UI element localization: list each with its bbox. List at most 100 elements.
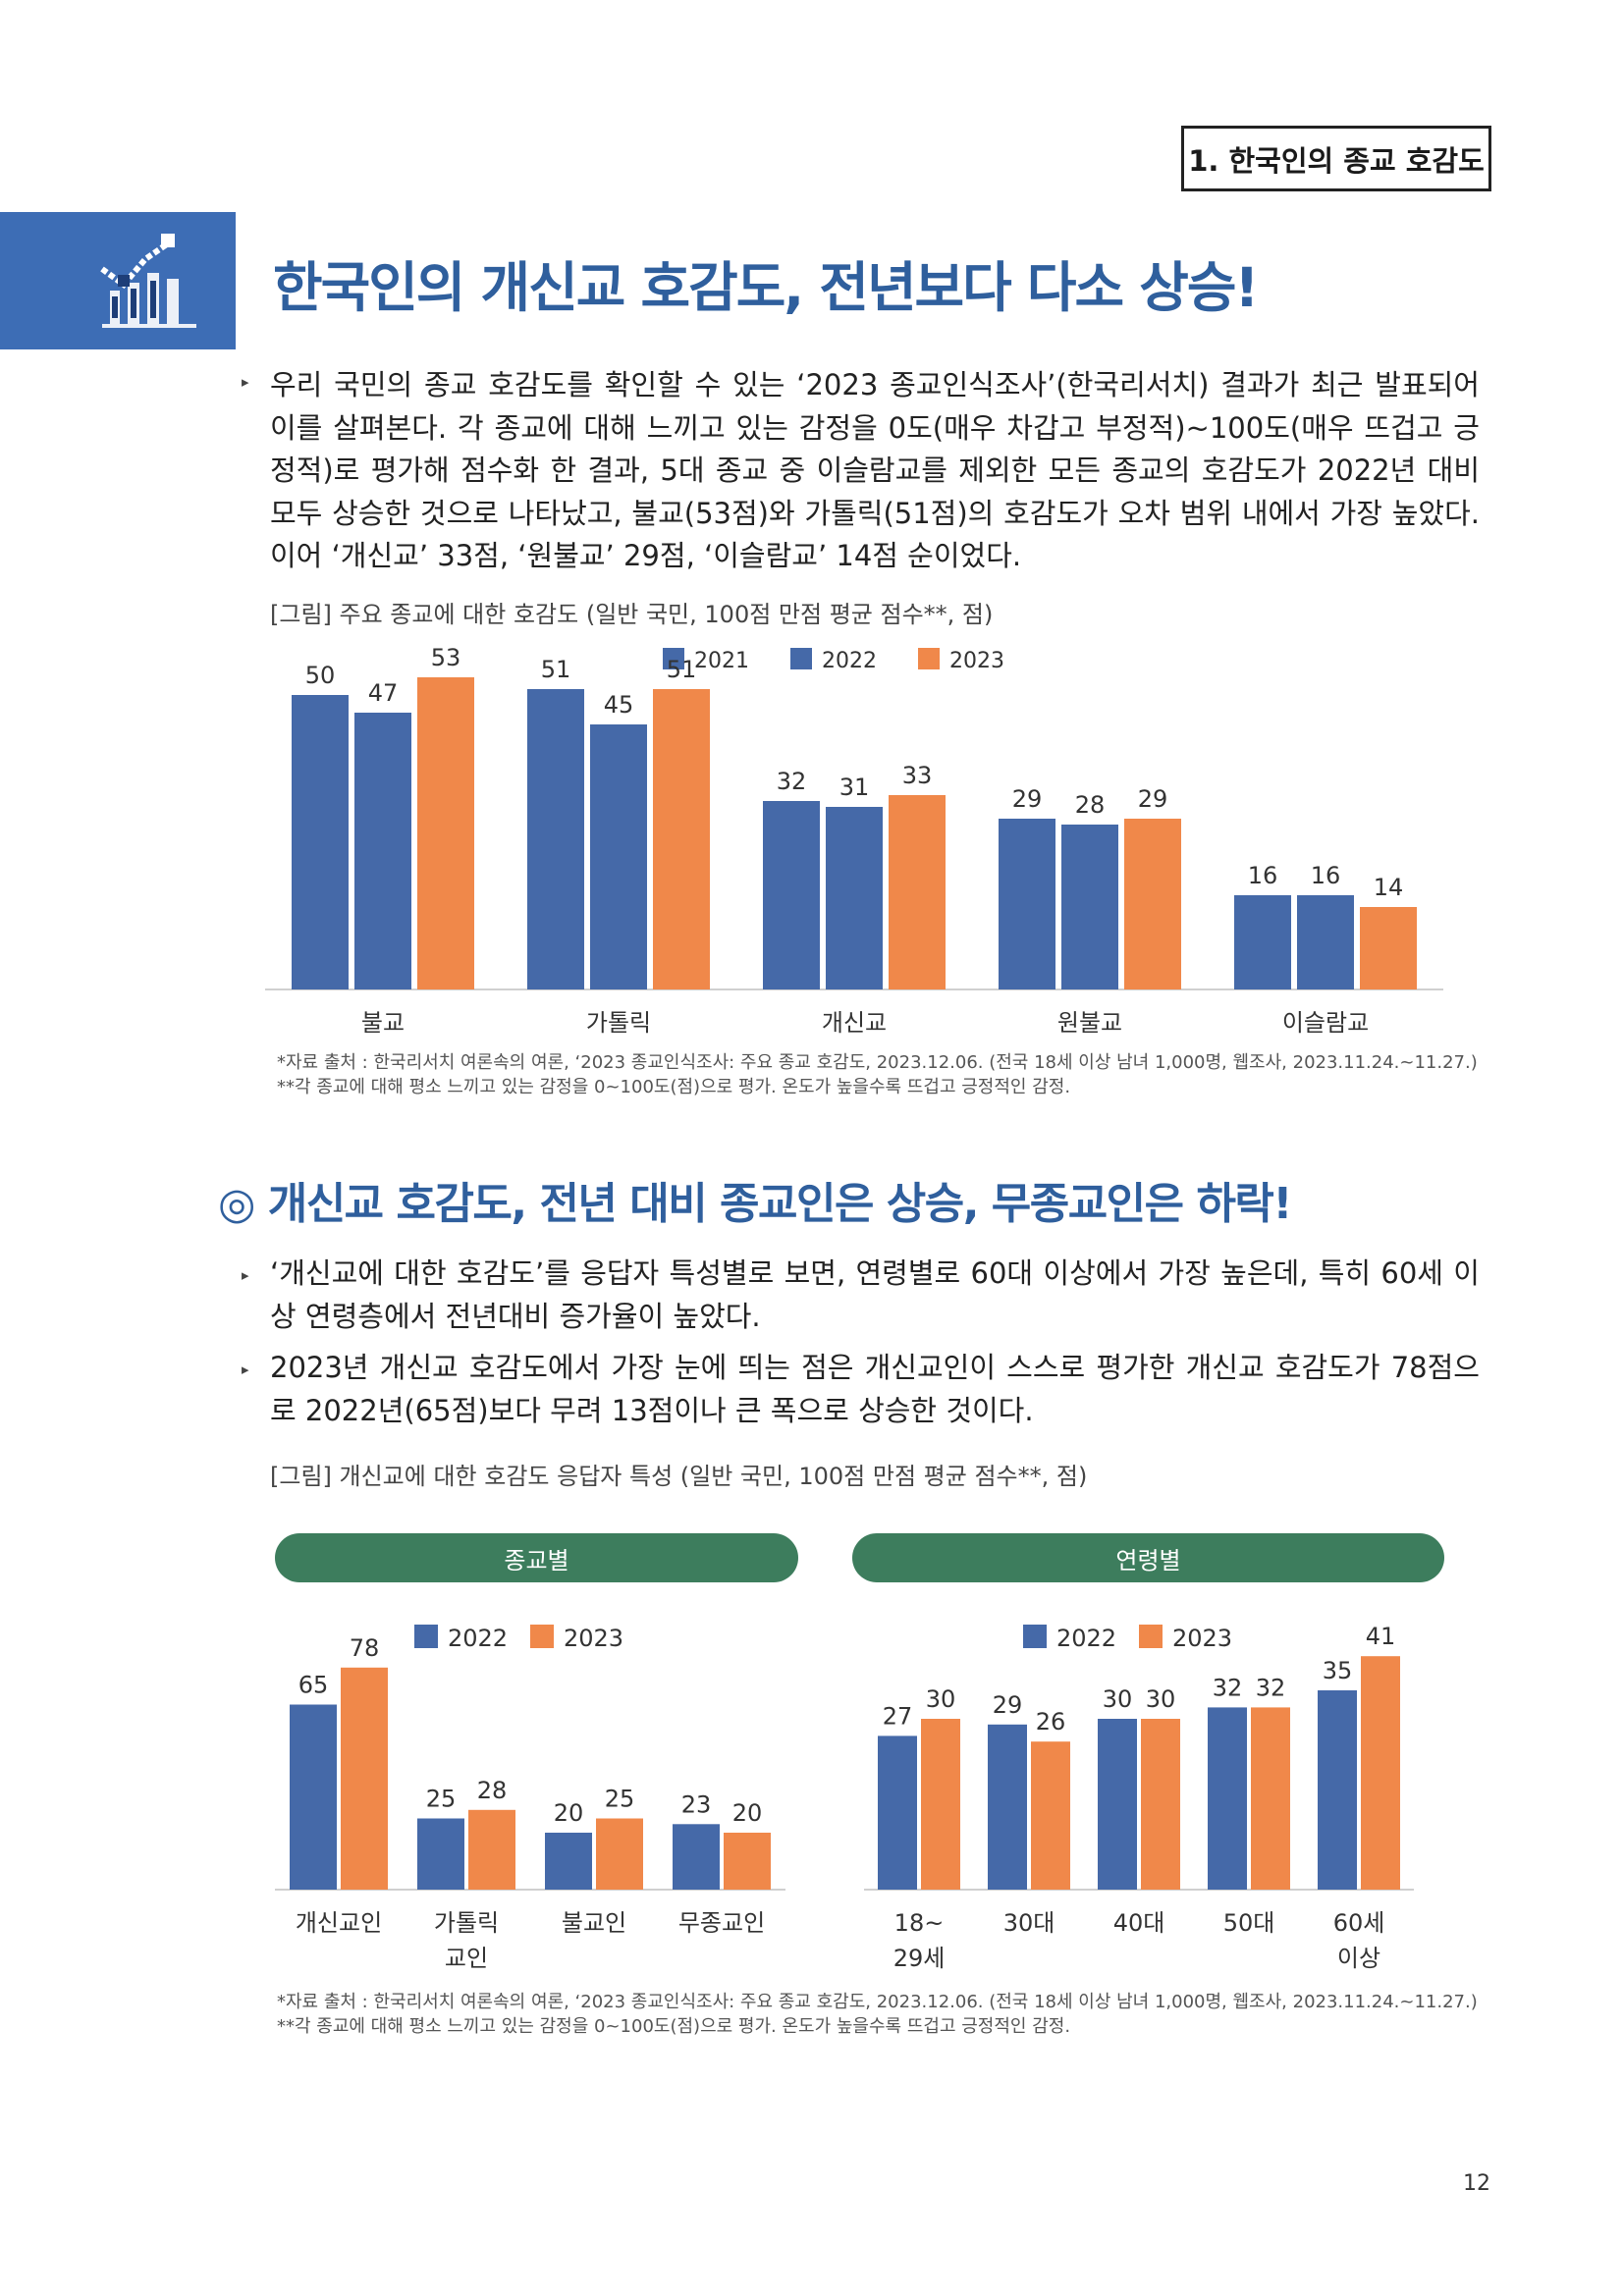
legend-label: 2022 xyxy=(448,1625,508,1652)
religion-group-pill: 종교별 xyxy=(275,1533,798,1582)
bar-2022 xyxy=(545,1833,592,1890)
legend-swatch xyxy=(790,648,812,669)
bar-2021 xyxy=(999,819,1055,989)
data-label: 26 xyxy=(1036,1708,1066,1735)
bar-2021 xyxy=(292,695,349,989)
title-banner xyxy=(0,212,236,349)
bar-2022 xyxy=(1318,1690,1357,1890)
figure1-definition-note: **각 종교에 대해 평소 느끼고 있는 감정을 0~100도(점)으로 평가.… xyxy=(277,1077,1071,1097)
bar-2022 xyxy=(1098,1719,1137,1890)
data-label: 32 xyxy=(1256,1674,1286,1701)
data-label: 41 xyxy=(1366,1623,1396,1650)
data-label: 51 xyxy=(667,656,697,683)
data-label: 29 xyxy=(1138,785,1168,813)
bar-2023 xyxy=(921,1719,960,1890)
bar-2022 xyxy=(354,713,411,989)
bar-2023 xyxy=(417,677,474,989)
category-label: 40대 xyxy=(1113,1909,1165,1937)
page-number: 12 xyxy=(1463,2171,1490,2196)
data-label: 32 xyxy=(777,768,807,795)
category-label: 29세 xyxy=(893,1945,946,1972)
section-subtitle: ◎ 개신교 호감도, 전년 대비 종교인은 상승, 무종교인은 하락! xyxy=(218,1179,1292,1229)
bar-2023 xyxy=(653,689,710,989)
bar-2023 xyxy=(724,1833,771,1890)
bar-2023 xyxy=(596,1818,643,1890)
category-label: 원불교 xyxy=(1057,1009,1122,1036)
legend-swatch xyxy=(918,648,940,669)
age-group-pill: 연령별 xyxy=(852,1533,1444,1582)
category-label: 교인 xyxy=(445,1945,488,1972)
legend-swatch xyxy=(1139,1625,1163,1648)
age-paragraph: ‘개신교에 대한 호감도’를 응답자 특성별로 보면, 연령별로 60대 이상에… xyxy=(270,1256,1480,1333)
category-label: 이상 xyxy=(1337,1945,1380,1972)
bar-2023 xyxy=(1031,1741,1070,1890)
bar-2023 xyxy=(889,795,946,989)
data-label: 30 xyxy=(1103,1685,1133,1713)
data-label: 20 xyxy=(732,1799,763,1827)
data-label: 33 xyxy=(902,762,933,789)
legend-swatch xyxy=(1023,1625,1047,1648)
data-label: 28 xyxy=(1075,791,1106,819)
bar-2023 xyxy=(1141,1719,1180,1890)
category-label: 가톨릭 xyxy=(434,1909,499,1937)
data-label: 50 xyxy=(305,662,336,689)
category-label: 이슬람교 xyxy=(1282,1009,1369,1036)
category-label: 60세 xyxy=(1333,1909,1385,1937)
bar-2022 xyxy=(1208,1707,1247,1890)
data-label: 25 xyxy=(605,1786,635,1813)
figure2-caption: [그림] 개신교에 대한 호감도 응답자 특성 (일반 국민, 100점 만점 … xyxy=(270,1463,1088,1490)
category-label: 불교인 xyxy=(562,1909,626,1937)
legend-swatch xyxy=(530,1625,554,1648)
age-group-chart: 2022 2023 27 30 18~ 29세 29 26 30대 30 30 40대 32 32 50대 3… xyxy=(864,1623,1414,1972)
legend-swatch xyxy=(663,648,684,669)
bar-2022 xyxy=(826,807,883,989)
religion-favorability-chart: 2021 2022 2023 50 47 53 불교 51 45 51 가톨릭 32 31 33 개신교 29… xyxy=(265,644,1443,1036)
legend-label: 2022 xyxy=(822,649,877,673)
category-label: 불교 xyxy=(361,1009,405,1036)
category-label: 무종교인 xyxy=(678,1909,765,1937)
bar-2021 xyxy=(1234,895,1291,989)
intro-paragraph: 우리 국민의 종교 호감도를 확인할 수 있는 ‘2023 종교인식조사’(한국… xyxy=(270,368,1480,572)
category-label: 30대 xyxy=(1003,1909,1055,1937)
bar-2023 xyxy=(1361,1656,1400,1890)
chart-graphic-icon xyxy=(100,234,196,328)
bar-2022 xyxy=(988,1724,1027,1890)
legend-label: 2022 xyxy=(1056,1625,1116,1652)
data-label: 47 xyxy=(368,679,399,707)
category-label: 50대 xyxy=(1223,1909,1275,1937)
data-label: 16 xyxy=(1248,862,1278,889)
figure1-caption: [그림] 주요 종교에 대한 호감도 (일반 국민, 100점 만점 평균 점수… xyxy=(270,601,994,628)
bar-2023 xyxy=(1251,1707,1290,1890)
category-label: 개신교 xyxy=(822,1009,887,1036)
data-label: 20 xyxy=(554,1799,584,1827)
data-label: 30 xyxy=(1146,1685,1176,1713)
legend-label: 2023 xyxy=(1172,1625,1232,1652)
protestant-paragraph: 2023년 개신교 호감도에서 가장 눈에 띄는 점은 개신교인이 스스로 평가… xyxy=(270,1351,1480,1427)
section-label: 1. 한국인의 종교 호감도 xyxy=(1181,126,1491,191)
data-label: 30 xyxy=(926,1685,956,1713)
data-label: 65 xyxy=(298,1672,329,1699)
bullet-icon: ▸ xyxy=(242,373,249,391)
bar-2023 xyxy=(1124,819,1181,989)
data-label: 45 xyxy=(604,691,634,719)
category-label: 개신교인 xyxy=(296,1909,382,1937)
bar-2022 xyxy=(1297,895,1354,989)
data-label: 32 xyxy=(1213,1674,1243,1701)
bar-2022 xyxy=(290,1704,337,1890)
data-label: 29 xyxy=(993,1691,1023,1719)
legend-label: 2023 xyxy=(949,649,1004,673)
data-label: 16 xyxy=(1311,862,1341,889)
data-label: 23 xyxy=(681,1790,712,1818)
bar-2022 xyxy=(673,1824,720,1890)
data-label: 53 xyxy=(431,644,461,671)
data-label: 35 xyxy=(1323,1657,1353,1684)
bar-2021 xyxy=(763,801,820,989)
legend-swatch xyxy=(414,1625,438,1648)
data-label: 78 xyxy=(350,1634,380,1662)
category-label: 18~ xyxy=(894,1909,945,1937)
data-label: 29 xyxy=(1012,785,1043,813)
bar-2023 xyxy=(1360,907,1417,989)
figure2-definition-note: **각 종교에 대해 평소 느끼고 있는 감정을 0~100도(점)으로 평가.… xyxy=(277,2016,1071,2037)
figure2-source-note: *자료 출처 : 한국리서치 여론속의 여론, ‘2023 종교인식조사: 주요… xyxy=(277,1992,1478,2012)
